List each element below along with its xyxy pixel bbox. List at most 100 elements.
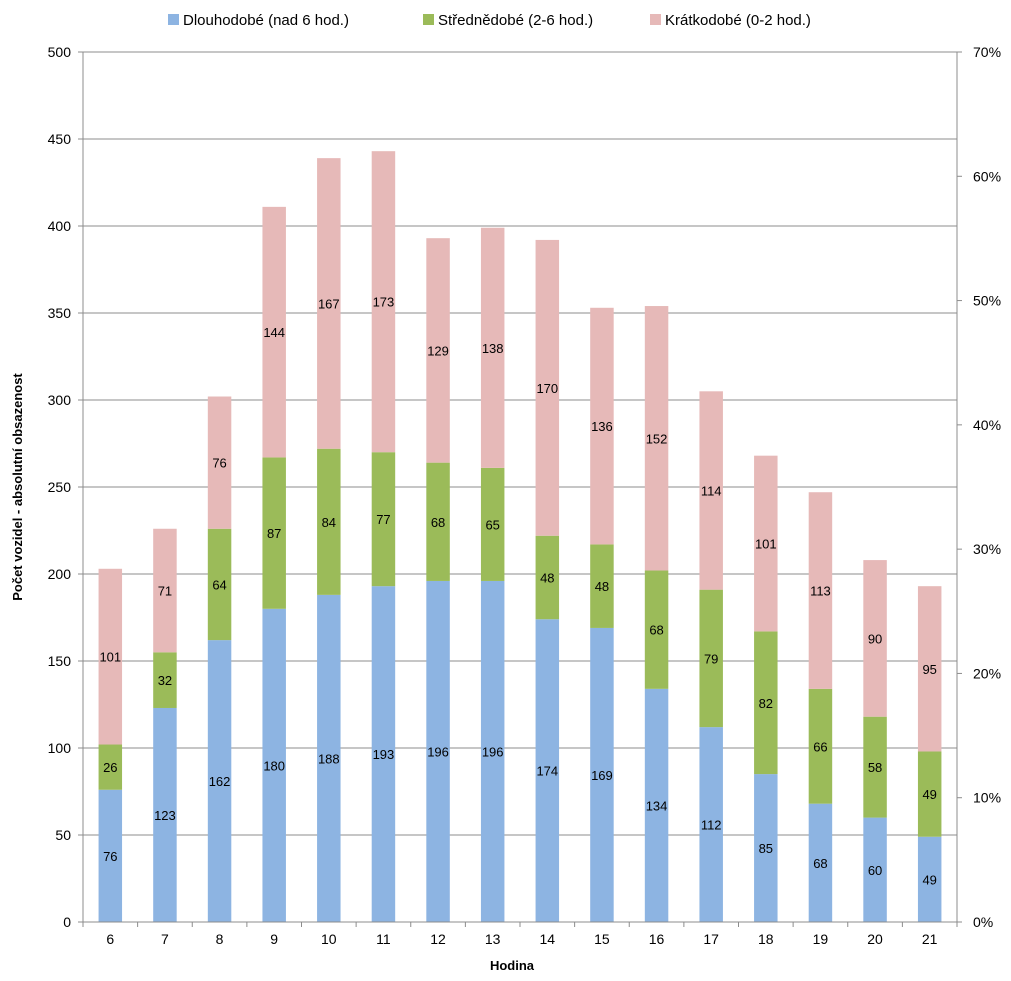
data-label: 101 xyxy=(755,537,777,552)
y2-tick-label: 0% xyxy=(973,914,993,930)
y-tick-label: 450 xyxy=(48,131,72,147)
data-label: 58 xyxy=(868,760,882,775)
bar-segment xyxy=(699,727,723,922)
bar-segment xyxy=(480,580,505,922)
data-label: 101 xyxy=(99,650,121,665)
bar-segment xyxy=(644,306,669,571)
y-tick-label: 400 xyxy=(48,218,72,234)
bar-segment xyxy=(207,640,232,922)
x-tick-label: 9 xyxy=(270,931,278,947)
bars: 76 26 101 123 32 71 162 64 76 180 87 144 188 84 167 193… xyxy=(98,151,942,922)
y-tick-label: 250 xyxy=(48,479,72,495)
data-label: 76 xyxy=(103,849,117,864)
bar-segment xyxy=(644,570,669,689)
bar-segment xyxy=(699,391,723,590)
bar-segment xyxy=(153,707,177,922)
legend: Dlouhodobé (nad 6 hod.) Střednědobé (2-6 … xyxy=(168,12,811,29)
y2-tick-label: 50% xyxy=(973,293,1001,309)
bar-segment xyxy=(863,817,887,922)
bar-segment xyxy=(917,751,942,837)
bar-segment xyxy=(590,627,614,922)
bar-segment xyxy=(317,158,341,449)
data-label: 65 xyxy=(485,517,499,532)
y2-tick-label: 40% xyxy=(973,417,1001,433)
bar-segment xyxy=(207,528,232,641)
bar-segment xyxy=(153,528,177,653)
bar-segment xyxy=(480,227,505,468)
bar-segment xyxy=(863,716,887,818)
data-label: 64 xyxy=(212,577,226,592)
y-tick-label: 0 xyxy=(63,914,71,930)
bar-segment xyxy=(754,631,778,775)
y-tick-label: 300 xyxy=(48,392,72,408)
legend-label: Krátkodobé (0-2 hod.) xyxy=(665,12,811,29)
y-tick-label: 200 xyxy=(48,566,72,582)
y2-tick-label: 30% xyxy=(973,541,1001,557)
data-label: 82 xyxy=(759,696,773,711)
data-label: 144 xyxy=(263,325,285,340)
legend-swatch xyxy=(650,14,661,25)
legend-swatch xyxy=(423,14,434,25)
bar-segment xyxy=(535,619,560,922)
bar-segment xyxy=(426,238,450,463)
bar-segment xyxy=(754,774,778,922)
data-label: 113 xyxy=(810,584,831,599)
data-label: 188 xyxy=(318,751,340,766)
bar-segment xyxy=(426,462,450,581)
data-label: 68 xyxy=(649,623,663,638)
bar-segment xyxy=(317,448,341,595)
data-label: 48 xyxy=(595,579,609,594)
bar-segment xyxy=(535,239,560,536)
data-label: 162 xyxy=(209,774,231,789)
y-tick-label: 350 xyxy=(48,305,72,321)
data-label: 129 xyxy=(427,343,449,358)
data-label: 180 xyxy=(263,758,285,773)
data-label: 90 xyxy=(868,631,882,646)
bar-segment xyxy=(644,688,669,922)
data-label: 49 xyxy=(922,872,936,887)
data-label: 77 xyxy=(376,512,390,527)
bar-segment xyxy=(917,586,942,752)
bar-segment xyxy=(207,396,232,529)
bar-segment xyxy=(153,652,177,708)
data-label: 26 xyxy=(103,760,117,775)
bar-segment xyxy=(590,307,614,545)
x-tick-label: 15 xyxy=(594,931,610,947)
bar-segment xyxy=(262,608,286,922)
data-label: 66 xyxy=(813,739,827,754)
bar-segment xyxy=(754,455,778,632)
data-label: 138 xyxy=(482,341,504,356)
bar-segment xyxy=(426,580,450,922)
data-label: 60 xyxy=(868,863,882,878)
y-tick-label: 500 xyxy=(48,44,72,60)
bar-segment xyxy=(917,836,942,922)
y2-tick-label: 70% xyxy=(973,44,1001,60)
x-tick-label: 16 xyxy=(649,931,665,947)
bar-segment xyxy=(808,492,833,689)
x-tick-label: 13 xyxy=(485,931,501,947)
data-label: 167 xyxy=(318,296,340,311)
data-label: 68 xyxy=(813,856,827,871)
x-tick-label: 21 xyxy=(922,931,938,947)
bar-segment xyxy=(98,568,123,745)
bar-segment xyxy=(98,744,123,790)
data-label: 196 xyxy=(482,744,504,759)
data-label: 85 xyxy=(759,841,773,856)
data-label: 87 xyxy=(267,526,281,541)
x-tick-label: 17 xyxy=(703,931,719,947)
data-label: 193 xyxy=(373,747,395,762)
bar-segment xyxy=(371,151,396,453)
y2-tick-label: 10% xyxy=(973,790,1001,806)
y-axis-title: Počet vozidel - absolutní obsazenost xyxy=(10,373,25,601)
bar-segment xyxy=(262,206,286,458)
axes: 0 50 100 150 200 250 300 350 400 450 500 0% 10% 20% 30… xyxy=(48,44,1001,947)
bar-segment xyxy=(371,586,396,922)
x-tick-label: 12 xyxy=(430,931,446,947)
data-label: 95 xyxy=(922,662,936,677)
bar-segment xyxy=(863,560,887,717)
bar-segment xyxy=(808,688,833,804)
bar-segment xyxy=(98,789,123,922)
x-tick-label: 7 xyxy=(161,931,169,947)
